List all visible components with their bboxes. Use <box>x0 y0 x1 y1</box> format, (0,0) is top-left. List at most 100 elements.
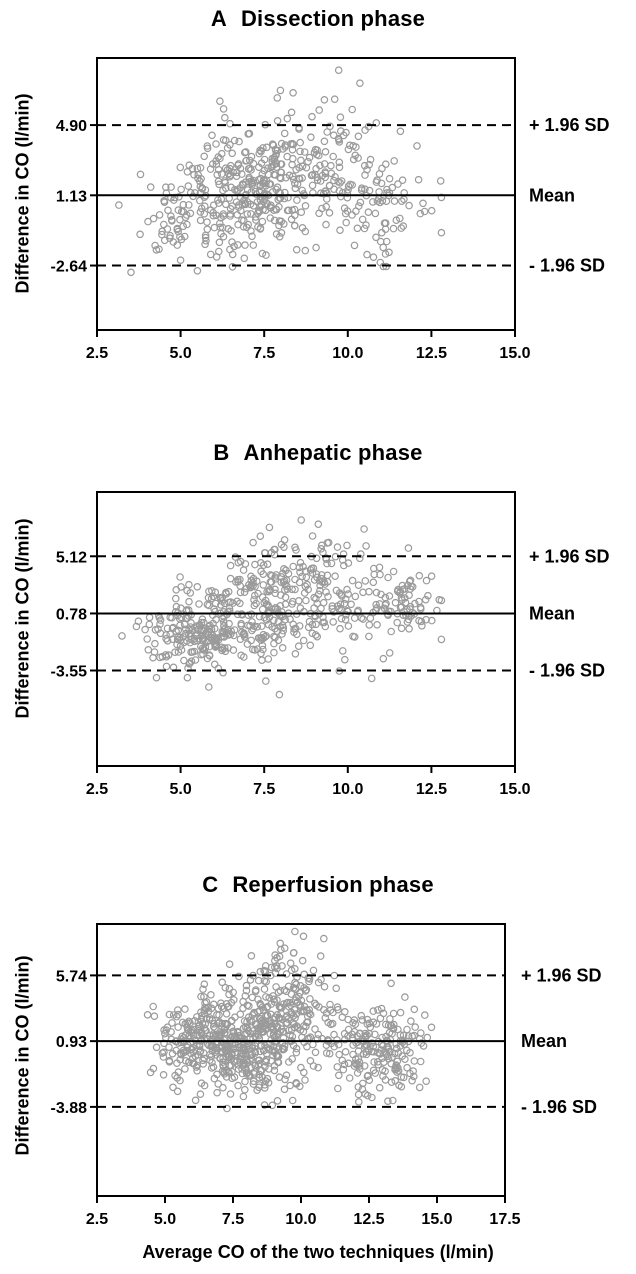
data-point <box>388 1029 396 1038</box>
data-point <box>312 554 321 563</box>
data-point <box>203 218 211 226</box>
data-point <box>415 1083 424 1092</box>
data-point <box>172 585 181 594</box>
data-point <box>253 198 262 206</box>
data-point <box>308 181 317 190</box>
data-point <box>262 600 271 609</box>
data-point <box>364 208 373 217</box>
data-point <box>356 550 365 558</box>
data-point <box>314 1063 322 1072</box>
data-point <box>251 1049 260 1057</box>
data-point <box>290 221 299 230</box>
data-point <box>272 150 281 158</box>
x-tick-label: 15.0 <box>499 345 530 362</box>
data-point <box>223 1020 232 1028</box>
data-point <box>358 215 367 224</box>
data-point <box>179 200 188 209</box>
data-point <box>260 1101 269 1109</box>
data-point <box>160 1039 168 1048</box>
data-point <box>393 1068 401 1076</box>
data-point <box>254 209 262 218</box>
data-point <box>427 572 436 581</box>
data-point <box>325 1049 334 1058</box>
data-point <box>350 241 359 250</box>
data-point <box>254 995 262 1004</box>
data-point <box>271 585 279 594</box>
data-point <box>275 690 284 699</box>
data-point <box>360 224 369 233</box>
data-point <box>200 1081 209 1090</box>
data-point <box>270 550 279 559</box>
data-point <box>399 222 408 230</box>
data-point <box>397 224 406 232</box>
data-point <box>255 1014 264 1023</box>
data-point <box>251 213 260 221</box>
data-point <box>300 970 309 979</box>
data-point <box>195 600 203 608</box>
data-point <box>263 560 272 569</box>
data-point <box>404 544 413 552</box>
data-point <box>335 158 344 167</box>
data-point <box>208 131 216 140</box>
data-point <box>401 993 409 1001</box>
data-point <box>223 144 232 152</box>
data-point <box>132 622 141 631</box>
data-point <box>291 585 299 594</box>
panel-c-title: C Reperfusion phase <box>0 872 636 898</box>
data-point <box>183 168 192 176</box>
data-point <box>324 592 332 601</box>
data-point <box>250 1008 258 1017</box>
data-point <box>248 232 256 241</box>
x-tick-label: 12.5 <box>416 345 447 362</box>
data-point <box>276 86 285 95</box>
data-point <box>149 214 158 223</box>
data-point <box>322 588 330 596</box>
data-point <box>212 140 220 148</box>
data-point <box>399 611 408 620</box>
data-point <box>348 181 357 189</box>
data-point <box>238 216 246 224</box>
panel-b-chart: + 1.96 SD 5.12 Mean 0.78 - 1.96 SD -3.55 2.5 5.… <box>51 491 610 798</box>
data-point <box>381 593 390 602</box>
data-point <box>219 645 227 653</box>
data-point <box>280 129 289 138</box>
data-point <box>268 158 277 166</box>
data-point <box>277 945 285 954</box>
data-point <box>333 1084 342 1093</box>
data-point <box>376 258 385 267</box>
data-point <box>166 231 174 240</box>
data-point <box>221 1047 230 1055</box>
data-point <box>200 1009 209 1018</box>
data-point <box>271 969 280 977</box>
data-point <box>173 1087 182 1096</box>
data-point <box>264 1079 273 1087</box>
data-point <box>367 674 376 683</box>
data-point <box>225 604 234 613</box>
data-point <box>175 614 184 623</box>
data-point <box>183 220 191 229</box>
data-point <box>186 209 195 218</box>
data-point <box>258 249 267 258</box>
data-point <box>301 246 310 255</box>
x-tick-label: 7.5 <box>253 781 275 798</box>
panel-a-letter: A <box>210 6 227 31</box>
data-point <box>300 984 308 992</box>
data-point <box>173 640 181 649</box>
data-point <box>236 193 245 202</box>
data-point <box>369 1007 378 1015</box>
data-point <box>217 229 225 238</box>
data-point <box>284 569 293 578</box>
data-point <box>213 1031 221 1039</box>
data-point <box>339 131 348 140</box>
data-point <box>400 607 408 616</box>
data-point <box>208 1058 216 1067</box>
data-point <box>386 1015 394 1023</box>
data-point <box>237 651 245 660</box>
data-point <box>285 171 294 180</box>
data-point <box>248 1017 256 1026</box>
data-point <box>314 590 323 599</box>
data-point <box>335 163 344 172</box>
data-point <box>353 1069 362 1077</box>
data-point <box>181 1005 189 1013</box>
